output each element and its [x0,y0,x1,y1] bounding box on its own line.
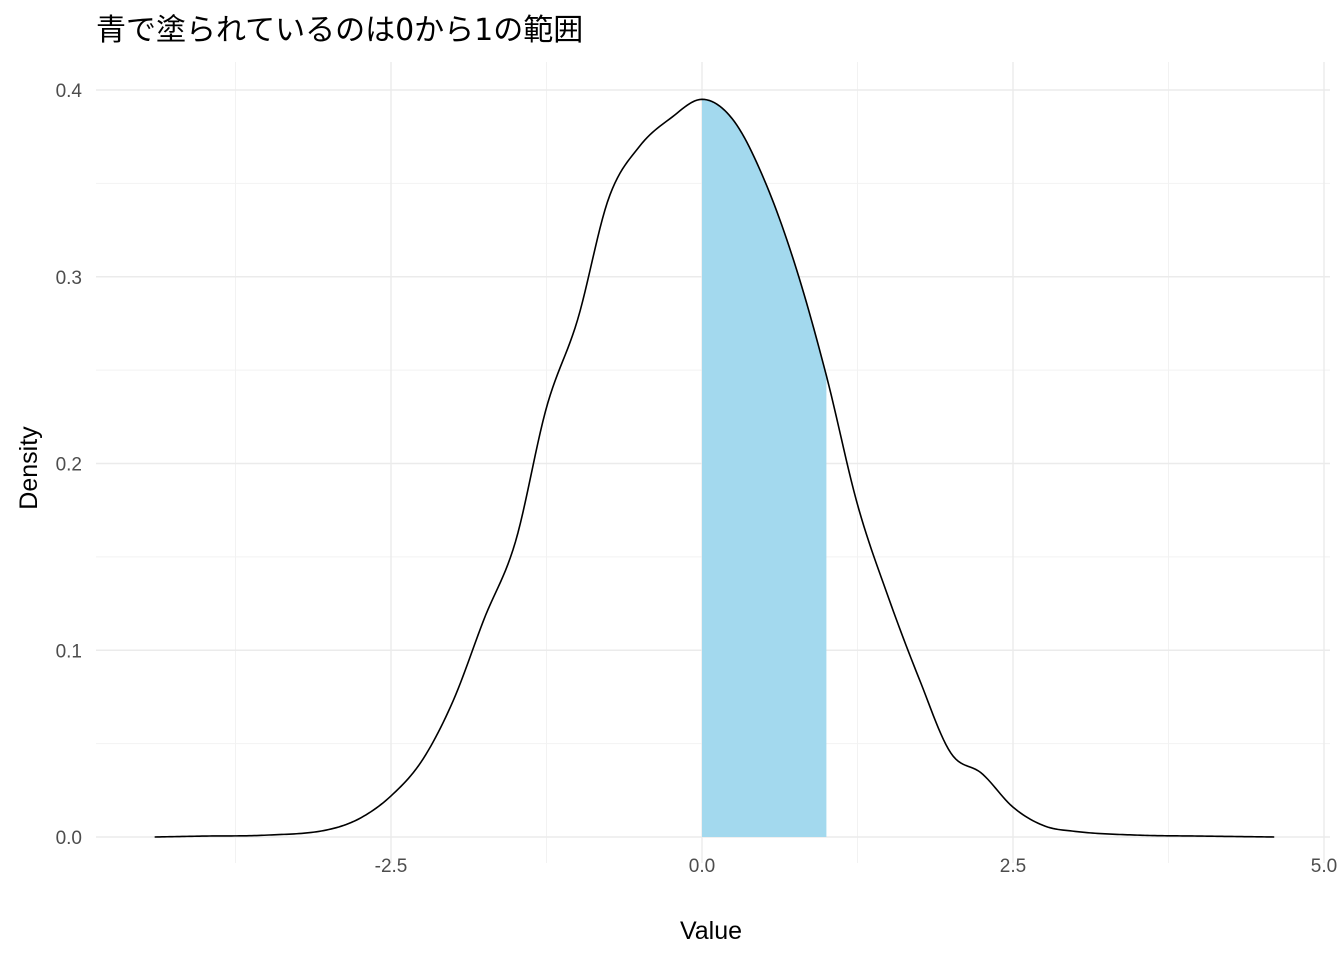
y-tick-label: 0.2 [56,455,82,476]
x-tick-label: 0.0 [689,856,715,877]
y-axis-ticks: 0.0 0.1 0.2 0.3 0.4 [56,81,83,849]
density-curve-group [154,98,1275,838]
x-tick-label: 2.5 [1000,856,1026,877]
chart-title: 青で塗られているのは0から1の範囲 [96,13,583,48]
y-axis-title: Density [15,426,43,510]
density-line [154,98,1275,838]
y-tick-label: 0.1 [56,641,82,662]
y-tick-label: 0.0 [56,828,82,849]
x-tick-label: -2.5 [375,856,408,877]
y-tick-label: 0.4 [56,81,83,102]
x-axis-ticks: -2.5 0.0 2.5 5.0 [375,856,1338,877]
shaded-region-group [702,99,827,838]
x-axis-title: Value [680,917,742,945]
y-tick-label: 0.3 [56,268,82,289]
plot-grid [96,62,1330,863]
shaded-area-0-to-1 [702,99,827,838]
x-tick-label: 5.0 [1311,856,1337,877]
